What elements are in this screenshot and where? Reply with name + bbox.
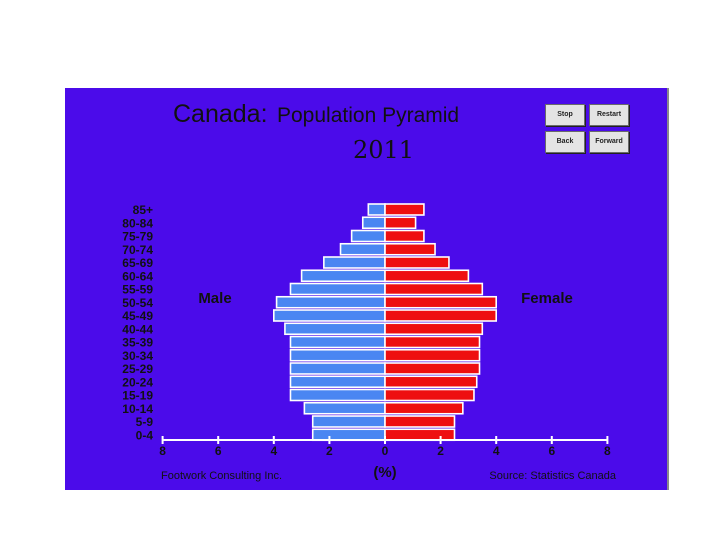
age-labels-group: 85+80-8475-7970-7465-6960-6455-5950-5445… <box>122 203 153 442</box>
chart-title: Population Pyramid <box>277 104 460 127</box>
bar-female-70-74 <box>384 242 436 256</box>
bar-female-5-9 <box>384 415 456 428</box>
bar-male-75-79 <box>350 229 386 243</box>
bar-female-25-29 <box>384 362 481 375</box>
bar-male-85+ <box>367 203 386 216</box>
bar-female-35-39 <box>384 335 481 349</box>
population-pyramid-chart: 85+80-8475-7970-7465-6960-6455-5950-5445… <box>122 203 617 482</box>
bar-female-65-69 <box>384 256 450 269</box>
forward-button[interactable]: Forward <box>589 131 629 153</box>
age-label: 80-84 <box>122 216 153 230</box>
bar-female-15-19 <box>384 388 475 402</box>
bar-male-65-69 <box>323 256 386 269</box>
x-tick-label: 0 <box>382 444 389 458</box>
stop-button[interactable]: Stop <box>545 104 585 126</box>
restart-button[interactable]: Restart <box>589 104 629 126</box>
age-label: 0-4 <box>136 428 154 442</box>
bar-female-60-64 <box>384 269 470 283</box>
age-label: 65-69 <box>122 256 153 270</box>
x-axis: 8 6 4 2 0 2 4 6 8 <box>159 436 611 458</box>
age-label: 45-49 <box>122 309 153 323</box>
x-tick-label: 6 <box>215 444 222 458</box>
footer-source: Source: Statistics Canada <box>489 470 616 482</box>
age-label: 10-14 <box>122 402 153 416</box>
age-label: 55-59 <box>122 283 153 297</box>
age-label: 35-39 <box>122 336 153 350</box>
bar-male-5-9 <box>311 415 386 428</box>
x-tick-label: 2 <box>326 444 333 458</box>
bar-female-40-44 <box>384 322 484 336</box>
x-tick-label: 8 <box>604 444 611 458</box>
x-axis-label: (%) <box>373 464 396 481</box>
bar-male-15-19 <box>289 388 386 402</box>
bar-female-0-4 <box>384 428 456 442</box>
bar-female-20-24 <box>384 375 478 389</box>
age-label: 85+ <box>133 203 153 217</box>
bar-male-40-44 <box>284 322 386 336</box>
age-label: 60-64 <box>122 269 153 283</box>
age-label: 40-44 <box>122 322 153 336</box>
back-button[interactable]: Back <box>545 131 585 153</box>
bar-male-10-14 <box>303 401 386 415</box>
age-label: 70-74 <box>122 243 153 257</box>
bar-male-50-54 <box>275 295 386 309</box>
bar-female-50-54 <box>384 295 497 309</box>
age-label: 50-54 <box>122 296 153 310</box>
bar-female-10-14 <box>384 401 464 415</box>
series-label-male: Male <box>198 290 231 307</box>
chart-panel: Canada: Population Pyramid 2011 Stop Res… <box>65 88 669 490</box>
age-label: 5-9 <box>136 415 154 429</box>
footer-credit: Footwork Consulting Inc. <box>161 470 282 482</box>
bar-female-85+ <box>384 203 425 216</box>
age-label: 75-79 <box>122 230 153 244</box>
bar-male-0-4 <box>311 428 386 442</box>
bar-male-25-29 <box>289 362 386 375</box>
bar-male-20-24 <box>289 375 386 389</box>
bar-male-30-34 <box>289 348 386 362</box>
bar-male-70-74 <box>339 242 386 256</box>
bar-male-80-84 <box>361 216 386 230</box>
x-tick-label: 4 <box>270 444 277 458</box>
bar-female-75-79 <box>384 229 425 243</box>
bars-group <box>273 203 497 442</box>
bar-male-45-49 <box>273 309 386 322</box>
bar-male-35-39 <box>289 335 386 349</box>
age-label: 20-24 <box>122 375 153 389</box>
bar-male-60-64 <box>300 269 386 283</box>
x-tick-label: 8 <box>159 444 166 458</box>
bar-male-55-59 <box>289 282 386 296</box>
x-tick-label: 6 <box>548 444 555 458</box>
age-label: 25-29 <box>122 362 153 376</box>
bar-female-30-34 <box>384 348 481 362</box>
chart-title-country: Canada: <box>173 100 268 128</box>
age-label: 30-34 <box>122 349 153 363</box>
bar-female-80-84 <box>384 216 417 230</box>
x-tick-label: 4 <box>493 444 500 458</box>
bar-female-45-49 <box>384 309 497 322</box>
series-label-female: Female <box>521 290 573 307</box>
x-tick-label: 2 <box>437 444 444 458</box>
bar-female-55-59 <box>384 282 484 296</box>
chart-year: 2011 <box>353 136 415 164</box>
age-label: 15-19 <box>122 389 153 403</box>
